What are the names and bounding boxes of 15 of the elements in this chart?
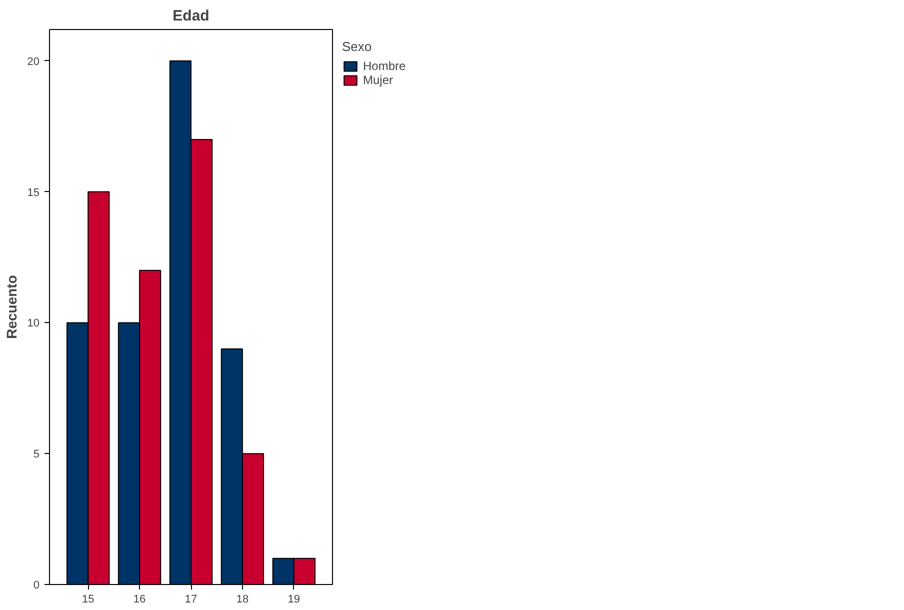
legend-title: Sexo <box>342 39 373 54</box>
y-axis-title: Recuento <box>3 275 20 339</box>
y-tick-label: 15 <box>27 186 40 199</box>
legend-label: Mujer <box>363 73 394 87</box>
x-tick-label: 17 <box>184 594 198 606</box>
y-tick-label: 5 <box>33 448 40 461</box>
legend-label: Hombre <box>363 59 406 73</box>
x-tick-label: 16 <box>133 594 146 606</box>
x-tick-label: 15 <box>82 594 94 606</box>
y-tick-label: 0 <box>33 580 40 592</box>
chart-title: Edad <box>172 8 210 24</box>
x-tick-label: 19 <box>288 594 300 606</box>
x-tick-label: 18 <box>236 594 249 606</box>
y-tick-label: 10 <box>27 318 40 330</box>
y-tick-label: 20 <box>27 56 40 68</box>
